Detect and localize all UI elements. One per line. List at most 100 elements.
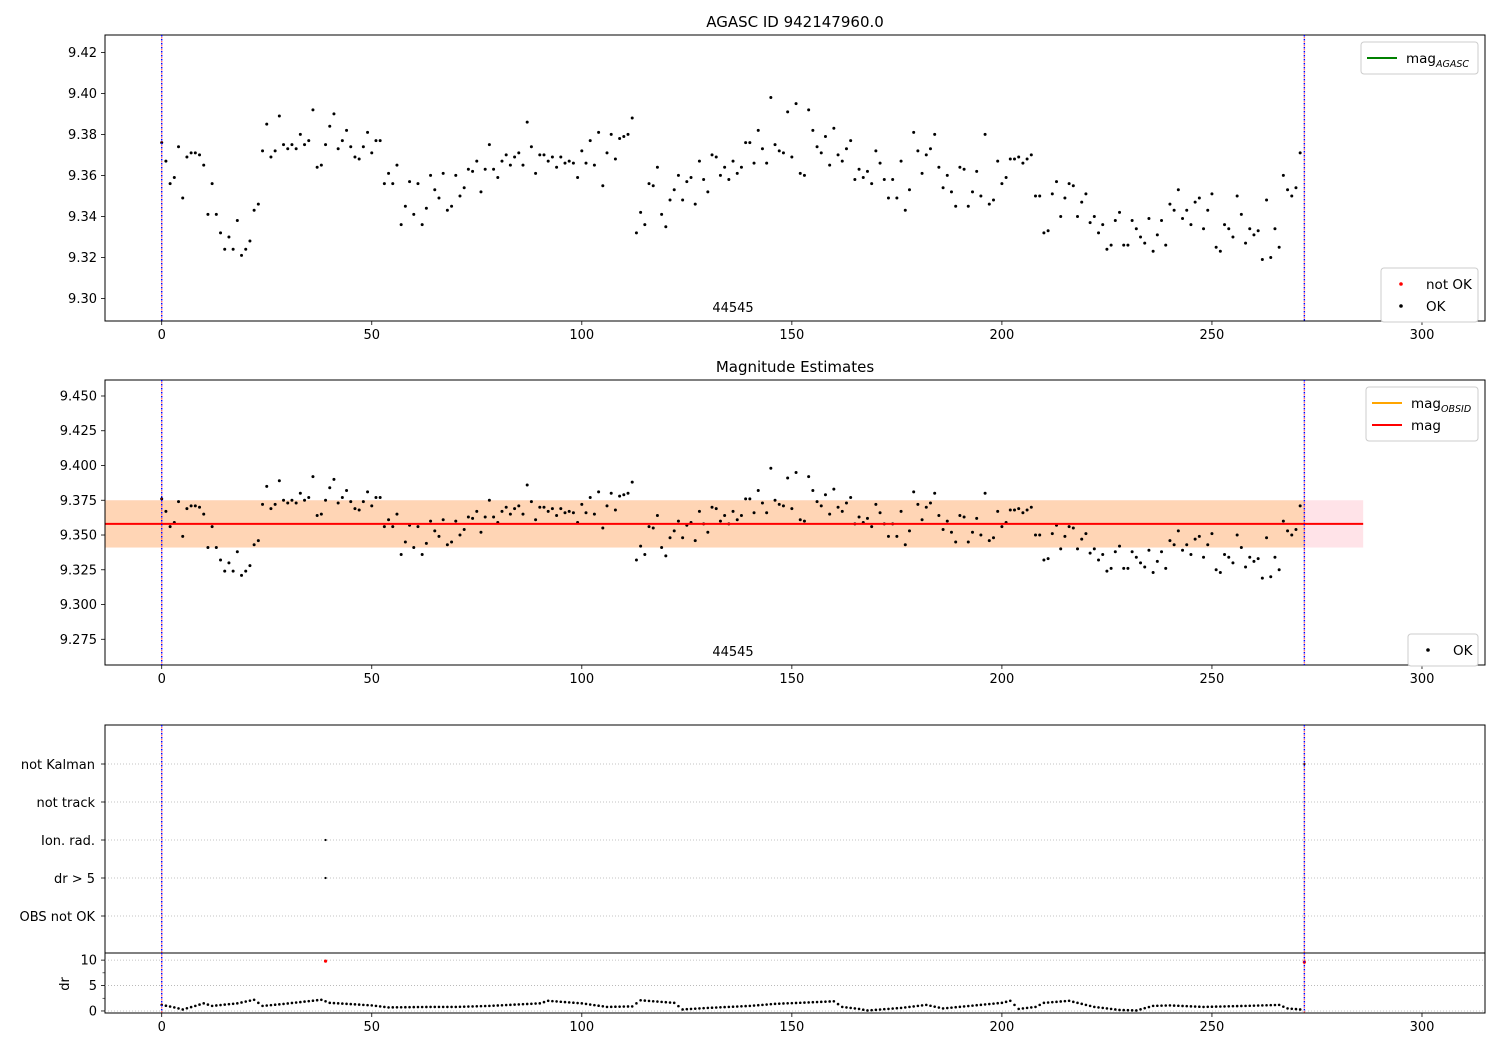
- estimates-point: [1034, 533, 1038, 537]
- dr-ytick-label: 0: [89, 1004, 97, 1019]
- estimates-point: [1092, 547, 1096, 551]
- agasc-point: [475, 159, 479, 163]
- agasc-point: [1055, 180, 1059, 184]
- dr-point: [727, 1005, 731, 1009]
- dr-point: [803, 1001, 806, 1004]
- agasc-point: [664, 225, 668, 229]
- estimates-point: [630, 480, 634, 484]
- agasc-point: [1252, 233, 1256, 237]
- agasc-point: [492, 167, 496, 171]
- estimates-point: [357, 508, 361, 512]
- estimates-point: [1147, 548, 1151, 552]
- agasc-point: [844, 147, 848, 151]
- estimates-point: [849, 495, 853, 499]
- agasc-point: [1143, 241, 1147, 245]
- flags-ytick-label: Ion. rad.: [41, 834, 95, 849]
- estimates-point: [458, 533, 462, 537]
- estimates-point: [811, 489, 815, 493]
- agasc-point: [1080, 200, 1084, 204]
- dr-point: [1269, 1003, 1273, 1007]
- dr-point: [857, 1007, 861, 1011]
- agasc-point: [517, 151, 521, 155]
- agasc-ytick-label: 9.30: [68, 292, 97, 307]
- agasc-point: [1244, 241, 1248, 245]
- dr-point: [357, 1003, 361, 1006]
- agasc-point: [231, 247, 235, 251]
- estimates-point: [832, 487, 836, 491]
- estimates-point: [240, 573, 244, 577]
- dr-point: [672, 1001, 676, 1005]
- estimates-point: [1244, 565, 1248, 569]
- dr-point: [408, 1005, 411, 1009]
- agasc-point: [534, 171, 538, 175]
- dr-point: [231, 1002, 235, 1006]
- estimates-point: [651, 526, 655, 530]
- agasc-ytick-label: 9.32: [68, 251, 97, 266]
- dr-point: [500, 1003, 504, 1007]
- dr-point: [1282, 1005, 1285, 1008]
- estimates-point: [1139, 561, 1143, 565]
- dr-point: [311, 999, 315, 1002]
- dr-point: [1294, 1007, 1298, 1011]
- dr-point: [664, 1000, 668, 1004]
- agasc-point: [252, 208, 256, 212]
- estimates-point: [664, 554, 668, 558]
- agasc-xtick-label: 300: [1410, 328, 1435, 343]
- agasc-point: [1118, 210, 1122, 214]
- dr-point: [1000, 1001, 1004, 1005]
- estimates-point: [962, 515, 966, 519]
- agasc-point: [760, 147, 764, 151]
- estimates-point: [672, 529, 676, 533]
- dr-point: [1160, 1004, 1163, 1007]
- agasc-point: [395, 163, 399, 167]
- estimates-point: [361, 500, 365, 504]
- estimates-point: [479, 530, 483, 534]
- dr-point: [458, 1005, 462, 1009]
- agasc-point: [643, 223, 647, 227]
- dr-point: [538, 1002, 542, 1005]
- dr-point: [546, 999, 550, 1003]
- estimates-point: [424, 541, 428, 545]
- agasc-point: [672, 188, 676, 192]
- dr-point: [290, 1001, 294, 1005]
- agasc-point: [777, 149, 781, 153]
- dr-point: [240, 1001, 243, 1004]
- agasc-point: [1210, 192, 1214, 196]
- estimates-point: [307, 495, 311, 499]
- estimates-point: [475, 509, 479, 513]
- dr-point: [320, 998, 323, 1002]
- estimates-point: [1126, 566, 1130, 570]
- agasc-point: [441, 171, 445, 175]
- dr-point: [1067, 999, 1071, 1003]
- agasc-point: [311, 108, 315, 112]
- dr-point: [1298, 1008, 1302, 1011]
- agasc-point: [1197, 196, 1201, 200]
- dr-point: [336, 1002, 340, 1005]
- estimates-point: [1000, 525, 1004, 529]
- estimates-xtick-label: 0: [158, 672, 166, 687]
- estimates-lower-legend-marker: [1426, 648, 1430, 652]
- estimates-lower-legend-label: OK: [1453, 643, 1474, 659]
- estimates-point: [655, 514, 659, 518]
- agasc-point: [752, 161, 756, 165]
- dr-point: [1181, 1004, 1184, 1008]
- dr-point: [1059, 1000, 1063, 1003]
- estimates-point: [878, 511, 882, 515]
- estimates-point: [1168, 539, 1172, 543]
- agasc-point: [433, 188, 437, 192]
- agasc-point: [811, 128, 815, 132]
- dr-point: [1118, 1008, 1121, 1012]
- dr-point: [731, 1005, 735, 1008]
- flags-point: [324, 876, 327, 880]
- agasc-point: [660, 212, 664, 216]
- estimates-point: [433, 529, 437, 533]
- agasc-point: [714, 155, 718, 159]
- estimates-point: [1012, 508, 1016, 512]
- agasc-point: [794, 102, 798, 106]
- dr-point: [542, 1000, 546, 1004]
- agasc-point: [324, 143, 328, 147]
- estimates-point: [1172, 543, 1176, 547]
- agasc-point: [227, 235, 231, 239]
- estimates-point: [1265, 536, 1269, 540]
- estimates-point: [429, 519, 433, 523]
